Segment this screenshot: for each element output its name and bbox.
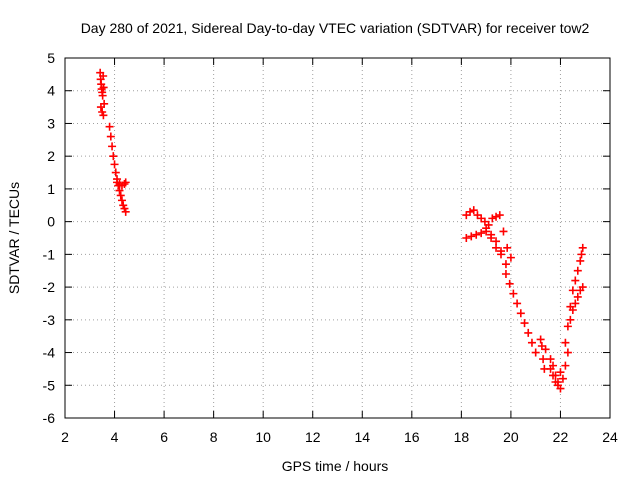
data-point: [116, 191, 125, 200]
data-point: [487, 234, 496, 242]
data-point: [573, 266, 582, 275]
x-tick-label: 14: [354, 429, 370, 445]
data-point: [492, 243, 501, 252]
y-tick-label: -4: [43, 345, 56, 361]
data-point: [549, 371, 558, 380]
x-tick-label: 12: [305, 429, 321, 445]
data-point: [558, 374, 567, 383]
data-point: [563, 322, 572, 331]
data-point: [513, 299, 522, 308]
y-tick-label: 3: [47, 115, 55, 131]
data-point: [488, 214, 497, 223]
data-point: [467, 232, 476, 241]
data-point: [506, 253, 515, 262]
y-tick-label: 1: [47, 181, 55, 197]
y-tick-label: 4: [47, 83, 55, 99]
grid: [65, 58, 610, 418]
data-point: [571, 299, 580, 308]
x-tick-label: 2: [61, 429, 69, 445]
data-point: [99, 111, 108, 120]
data-point: [99, 72, 108, 80]
data-point: [516, 309, 525, 318]
data-point: [505, 279, 514, 288]
data-point: [120, 180, 129, 188]
data-point: [531, 348, 540, 357]
x-axis-label: GPS time / hours: [282, 458, 389, 474]
data-point: [573, 292, 582, 301]
data-point: [109, 152, 118, 161]
data-point: [571, 276, 580, 285]
data-point: [577, 250, 586, 259]
x-tick-label: 18: [454, 429, 470, 445]
data-point: [539, 355, 548, 364]
x-tick-label: 4: [111, 429, 119, 445]
data-point: [482, 224, 491, 233]
data-point: [110, 160, 119, 169]
data-point: [536, 335, 545, 344]
data-point: [121, 178, 130, 187]
data-point: [462, 234, 471, 242]
data-point: [568, 306, 577, 314]
data-point: [503, 243, 512, 252]
data-point: [472, 230, 481, 239]
data-point: [495, 211, 504, 220]
data-point: [98, 91, 107, 100]
data-point: [578, 243, 587, 252]
data-point: [469, 206, 478, 215]
y-tick-label: 2: [47, 148, 55, 164]
y-tick-label: -1: [43, 246, 56, 262]
data-point: [106, 132, 115, 141]
data-point: [121, 207, 130, 216]
data-point: [561, 338, 570, 347]
y-tick-label: -5: [43, 377, 56, 393]
x-tick-label: 16: [404, 429, 420, 445]
x-tick-label: 8: [210, 429, 218, 445]
data-point: [477, 229, 486, 238]
data-point: [546, 355, 555, 364]
y-tick-label: -6: [43, 410, 56, 426]
y-tick-label: -3: [43, 312, 56, 328]
data-point: [553, 381, 562, 390]
y-tick-label: 0: [47, 214, 55, 230]
data-point: [99, 83, 108, 92]
data-point: [499, 227, 508, 236]
data-point: [566, 315, 575, 324]
data-point: [541, 345, 550, 354]
data-point: [509, 289, 518, 298]
data-point: [563, 348, 572, 357]
data-point: [576, 256, 585, 265]
x-tick-label: 10: [255, 429, 271, 445]
data-point: [520, 319, 529, 328]
x-tick-label: 6: [160, 429, 168, 445]
y-tick-label: 5: [47, 50, 55, 66]
data-point: [111, 168, 120, 177]
x-tick-label: 22: [553, 429, 569, 445]
x-tick-label: 24: [602, 429, 618, 445]
chart-title: Day 280 of 2021, Sidereal Day-to-day VTE…: [81, 20, 590, 36]
data-point: [501, 270, 510, 278]
data-point: [108, 142, 117, 151]
data-point: [561, 361, 570, 370]
data-point: [527, 338, 536, 347]
data-point: [501, 260, 510, 269]
data-point: [100, 99, 109, 108]
data-point: [556, 368, 565, 377]
data-point: [117, 196, 126, 205]
data-point: [466, 207, 475, 216]
x-tick-label: 20: [503, 429, 519, 445]
plot-border: [64, 57, 611, 419]
data-point: [568, 286, 577, 295]
data-point: [492, 212, 501, 221]
data-point: [105, 122, 114, 131]
data-point: [546, 364, 555, 373]
data-point: [578, 283, 587, 292]
data-point: [497, 250, 505, 259]
data-point: [524, 328, 533, 337]
data-points: [96, 68, 587, 393]
y-axis-label: SDTVAR / TECUs: [6, 182, 22, 294]
y-tick-label: -2: [43, 279, 56, 295]
